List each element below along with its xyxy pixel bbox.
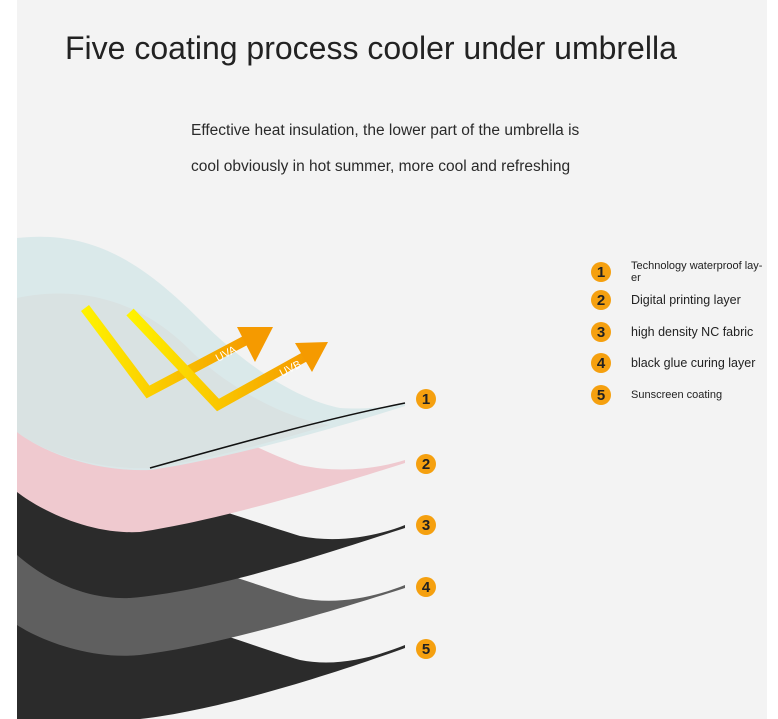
description-line-2: cool obviously in hot summer, more cool …	[191, 158, 571, 175]
layer-4-number: 4	[416, 577, 436, 597]
layer-1-edge	[149, 402, 406, 469]
legend-item: 2 Digital printing layer	[591, 290, 741, 310]
page-title: Five coating process cooler under umbrel…	[65, 30, 677, 66]
description-line-1: Effective heat insulation, the lower par…	[191, 122, 580, 139]
legend-number: 1	[591, 262, 611, 282]
legend-number: 2	[591, 290, 611, 310]
uvb-arrow-head	[295, 342, 328, 372]
legend-item: 5 Sunscreen coating	[591, 385, 766, 405]
uvb-arrow	[126, 308, 311, 412]
layer-5-number: 5	[416, 639, 436, 659]
layer-1-number: 1	[416, 389, 436, 409]
uva-arrow	[81, 305, 253, 399]
layer-2-number: 2	[416, 454, 436, 474]
legend-item: 1 Technology waterproof lay-er	[591, 260, 766, 284]
legend-item: 3 high density NC fabric	[591, 322, 753, 342]
legend-number: 3	[591, 322, 611, 342]
layer-3-number: 3	[416, 515, 436, 535]
legend-label: Sunscreen coating	[631, 389, 723, 401]
uva-arrow-head	[237, 327, 273, 362]
legend-label: high density NC fabric	[631, 325, 754, 339]
legend-label: black glue curing layer	[631, 356, 756, 370]
legend-label: Digital printing layer	[631, 293, 741, 307]
legend-label: Technology waterproof lay-er	[631, 260, 763, 284]
legend-number: 4	[591, 353, 611, 373]
legend-number: 5	[591, 385, 611, 405]
legend-item: 4 black glue curing layer	[591, 353, 755, 373]
